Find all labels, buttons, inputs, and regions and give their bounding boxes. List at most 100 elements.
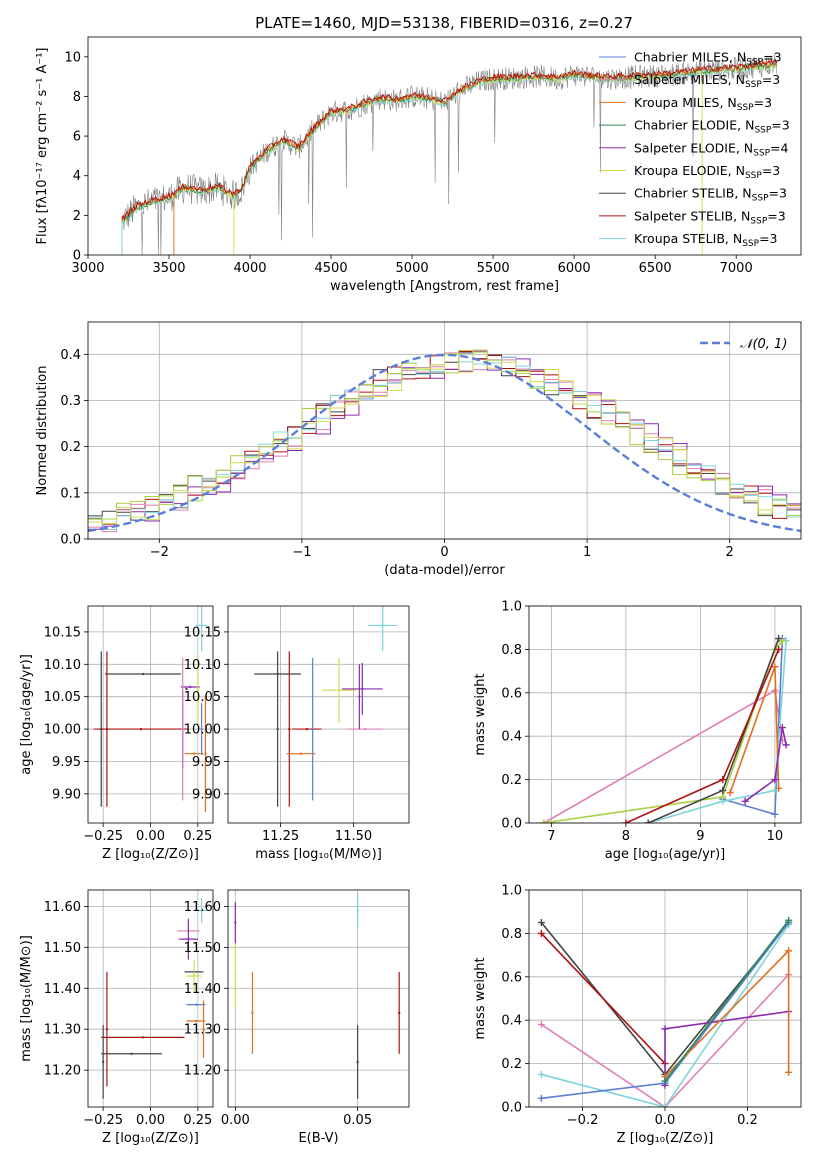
y-axis-label: mass weight (473, 673, 488, 755)
legend-label: Salpeter STELIB, N (634, 208, 750, 223)
y-tick-label: 11.20 (44, 1064, 81, 1079)
age_vs_mass-marks (254, 606, 398, 807)
weight-marker (719, 776, 727, 784)
spectrum-marks (121, 53, 778, 255)
age_vs_mass-panel: 11.25 11.50 9.90 9.95 10.00 10.05 10.10 10.15 ma… (184, 605, 410, 862)
weight-marker (778, 637, 786, 645)
x-tick-label: 0.0 (655, 1113, 676, 1128)
data-point (105, 1028, 109, 1031)
y-tick-label: 11.50 (44, 941, 81, 956)
legend-label: Salpeter ELODIE, N (634, 140, 753, 155)
x-tick-label: −0.2 (567, 1113, 599, 1128)
weight-line-kroupa_stelib (541, 924, 790, 1107)
legend-label: Kroupa STELIB, N (634, 231, 742, 246)
data-point (194, 1019, 198, 1023)
axes-frame (87, 36, 802, 256)
x-tick-label: 3000 (71, 261, 104, 276)
weight-marker (661, 1103, 669, 1107)
legend-tail: =4 (770, 140, 788, 155)
y-tick-label: 10.00 (184, 723, 221, 738)
residuals-panel: −2 −1 0 1 2 0.0 0.1 0.2 0.3 0.4 (data-model)/error… (35, 321, 802, 578)
legend-entry: Kroupa STELIB, NSSP=3 (634, 231, 778, 249)
y-tick-label: 0.2 (60, 440, 81, 455)
weight-line-salpeter_elodie (744, 727, 787, 802)
data-point (305, 727, 309, 731)
data-point (381, 624, 384, 627)
x-axis-label: (data-model)/error (384, 563, 505, 578)
legend-label: Salpeter MILES, N (634, 72, 745, 87)
weight-marker (719, 786, 727, 794)
weight-line-chabrier_elodie (664, 919, 790, 1082)
model-salpeter_stelib (121, 58, 778, 221)
x-axis-label: Z [log₁₀(Z/Z⊙)] (617, 1131, 714, 1146)
legend-label: Chabrier ELODIE, N (634, 118, 754, 133)
weight-marker (537, 1021, 545, 1029)
y-tick-label: 2 (73, 209, 81, 224)
legend-entry: Salpeter MILES, NSSP=3 (634, 72, 780, 90)
y-tick-label: 0 (73, 249, 81, 264)
mass_vs_ebv-marks (234, 894, 401, 1099)
weight-line-kroupa_stelib (648, 640, 787, 823)
weight-line-chabrier_stelib (647, 638, 780, 823)
y-tick-label: 9.95 (192, 755, 221, 770)
y-tick-label: 8 (73, 90, 81, 105)
data-point (200, 727, 203, 731)
legend-tail: =3 (769, 186, 787, 201)
weight-line-lime (543, 640, 783, 823)
y-tick-label: 0.8 (501, 643, 522, 658)
weight-line-salpeter_miles (540, 974, 790, 1107)
x-tick-label: 7000 (720, 261, 753, 276)
residuals-marks (88, 349, 801, 533)
data-point (196, 689, 200, 692)
legend-sub: SSP (742, 239, 759, 249)
y-tick-label: 0.3 (60, 394, 81, 409)
figure-title: PLATE=1460, MJD=53138, FIBERID=0316, z=0… (255, 14, 633, 32)
data-point (192, 974, 196, 978)
weight-marker (726, 789, 734, 797)
x-axis-label: Z [log₁₀(Z/Z⊙)] (102, 847, 199, 862)
data-point (192, 752, 196, 755)
weight-line-kroupa_miles (729, 666, 780, 793)
axes-frame (528, 889, 802, 1108)
y-axis-label: Normed distribution (35, 366, 50, 496)
mass_vs_Z-panel: −0.25 0.00 0.25 11.20 11.30 11.40 11.50 11.60 Z … (19, 889, 214, 1146)
weight-marker (661, 1025, 669, 1033)
x-tick-label: 8 (622, 829, 630, 844)
y-axis-label: mass weight (473, 957, 488, 1039)
weight-marker (537, 1070, 545, 1078)
y-tick-label: 10.15 (44, 625, 81, 640)
axes-frame (227, 889, 410, 1108)
weight-marker (778, 724, 786, 732)
legend-sub: SSP (746, 58, 763, 68)
data-point (139, 727, 143, 731)
y-tick-label: 10.10 (184, 658, 221, 673)
x-tick-label: 0.00 (136, 1113, 165, 1128)
x-tick-label: 7 (547, 829, 555, 844)
x-tick-label: 11.50 (335, 829, 372, 844)
legend-label: Kroupa ELODIE, N (634, 163, 745, 178)
weight-marker (537, 929, 545, 937)
weight-marker (771, 810, 779, 818)
mass_vs_Z-marks (101, 898, 208, 1099)
x-tick-label: 0.2 (737, 1113, 758, 1128)
x-tick-label: 0.25 (183, 829, 212, 844)
x-tick-label: 4500 (315, 261, 348, 276)
legend-sub: SSP (745, 171, 762, 181)
x-tick-label: 5000 (396, 261, 429, 276)
data-point (181, 727, 184, 731)
axes-frame (87, 321, 802, 540)
massweight_vs_Z-marks (537, 916, 793, 1107)
data-point (202, 1028, 205, 1031)
legend-tail: =3 (767, 208, 785, 223)
data-point (398, 1011, 401, 1015)
weight-line-salpeter_elodie (664, 1010, 789, 1086)
data-point (130, 1052, 133, 1055)
y-tick-label: 1.0 (501, 884, 522, 899)
weight-line-salpeter_stelib (540, 932, 666, 1065)
x-axis-label: E(B-V) (298, 1131, 338, 1146)
y-tick-label: 11.60 (184, 900, 221, 915)
weight-marker (622, 819, 630, 823)
data-point (187, 937, 190, 941)
x-tick-label: 6500 (639, 261, 672, 276)
y-tick-label: 10.05 (44, 690, 81, 705)
